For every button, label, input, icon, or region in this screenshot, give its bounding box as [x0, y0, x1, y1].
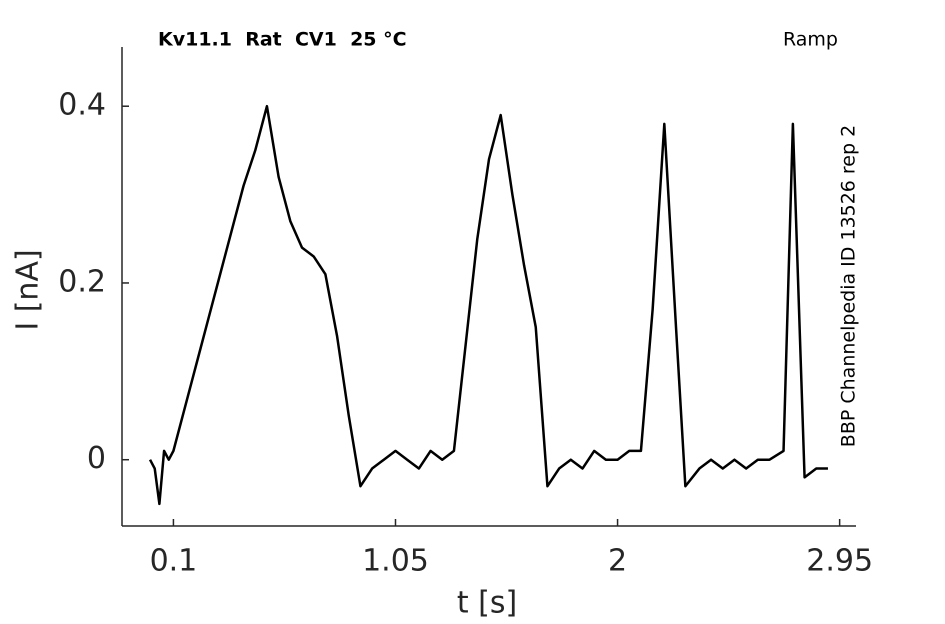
- x-axis-label: t [s]: [457, 586, 517, 621]
- chart-title: Kv11.1 Rat CV1 25 °C: [158, 29, 407, 51]
- x-tick-label: 2.95: [806, 544, 873, 579]
- x-tick-label: 2: [608, 544, 627, 579]
- x-tick-label: 1.05: [362, 544, 429, 579]
- y-axis-label: I [nA]: [11, 249, 46, 330]
- annotation: BBP Channelpedia ID 13526 rep 2: [838, 125, 860, 447]
- chart-subtitle: Ramp: [783, 29, 838, 51]
- y-tick-label: 0.2: [58, 264, 106, 299]
- data-line: [148, 104, 828, 506]
- y-tick-label: 0.4: [58, 88, 106, 123]
- y-tick-label: 0: [87, 441, 106, 476]
- x-tick-label: 0.1: [150, 544, 198, 579]
